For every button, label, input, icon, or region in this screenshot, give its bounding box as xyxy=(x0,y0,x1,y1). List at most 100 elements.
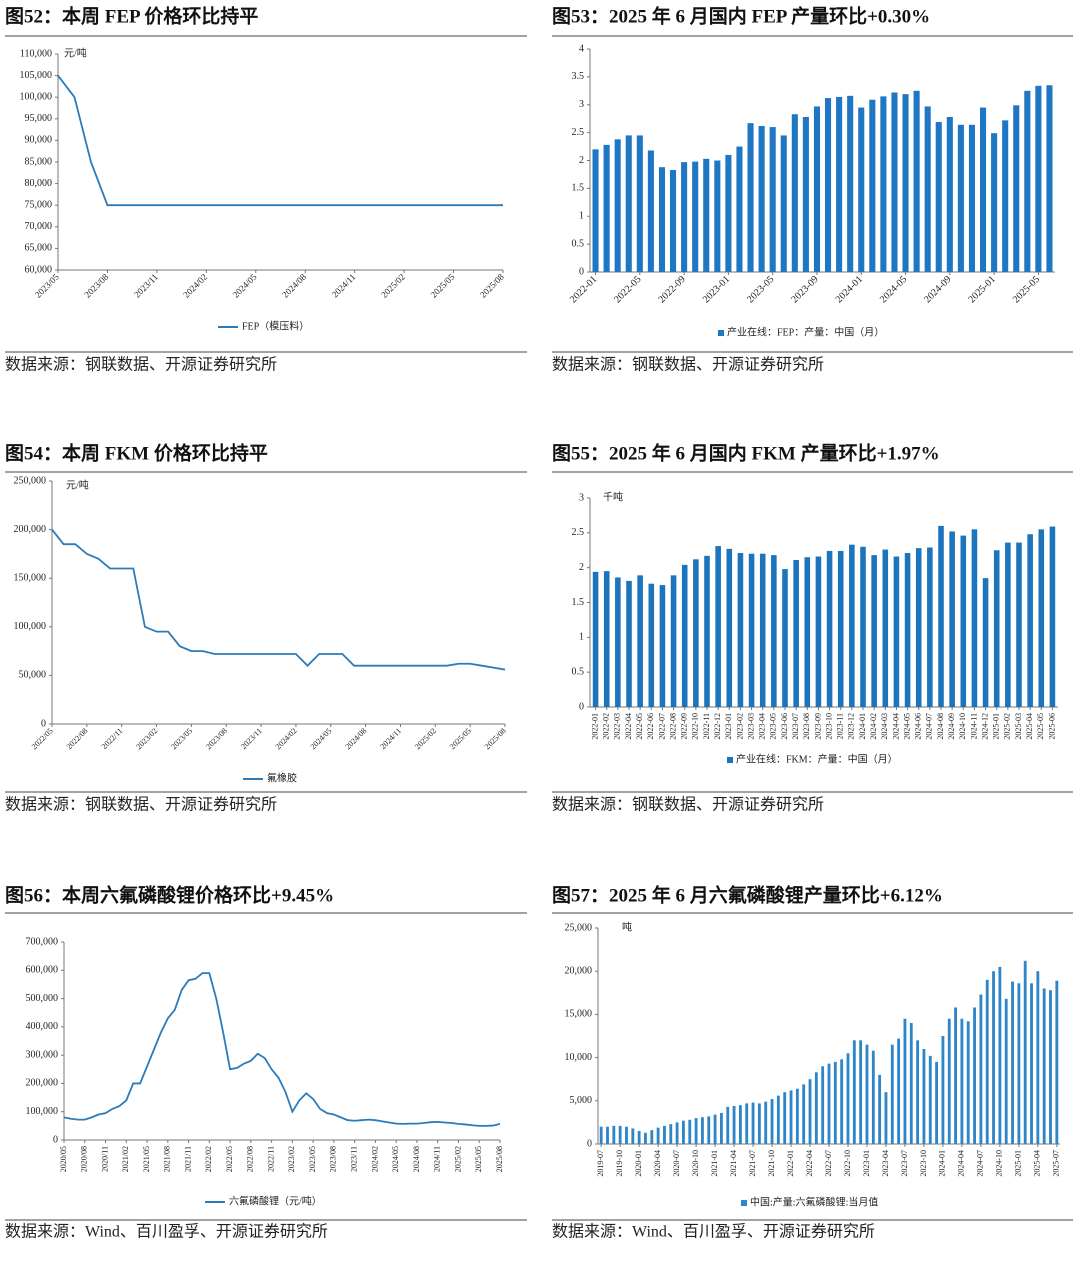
bar xyxy=(771,555,777,707)
x-tick-label: 2023-08 xyxy=(802,713,811,740)
bar xyxy=(1049,990,1052,1144)
x-tick-label: 2023/05 xyxy=(308,1146,317,1172)
y-tick-label: 90,000 xyxy=(25,135,53,146)
x-tick-label: 2025/08 xyxy=(495,1146,504,1172)
y-unit: 元/吨 xyxy=(66,478,89,491)
x-tick-label: 2024-01 xyxy=(834,274,865,305)
bar xyxy=(916,1040,920,1144)
y-tick-label: 150,000 xyxy=(14,572,47,583)
x-tick-label: 2024/08 xyxy=(343,726,368,751)
x-tick-label: 2025/02 xyxy=(453,1146,462,1172)
bar xyxy=(847,95,854,272)
x-tick-label: 2020-01 xyxy=(634,1150,643,1177)
bar xyxy=(614,139,621,272)
bar xyxy=(1030,983,1033,1144)
x-tick-label: 2024/02 xyxy=(370,1146,379,1172)
bar xyxy=(824,98,832,272)
y-tick-label: 0 xyxy=(41,718,46,729)
x-tick-label: 2022-10 xyxy=(691,713,700,740)
bar xyxy=(966,1021,970,1144)
x-tick-label: 2023-09 xyxy=(813,713,822,740)
x-tick-label: 2023-01 xyxy=(862,1150,871,1177)
bar xyxy=(707,1116,711,1144)
figure-title: 图55：2025 年 6 月国内 FKM 产量环比+1.97% xyxy=(552,441,940,464)
x-tick-label: 2023-04 xyxy=(881,1150,890,1177)
legend-swatch xyxy=(718,330,724,336)
bar xyxy=(681,564,688,707)
bar xyxy=(979,994,983,1144)
x-tick-label: 2025/05 xyxy=(448,726,473,751)
bar xyxy=(913,90,920,272)
bar xyxy=(960,1018,964,1144)
bar xyxy=(1024,90,1031,272)
legend-label: 氟橡胶 xyxy=(267,771,297,784)
bar xyxy=(993,550,1000,707)
legend-label: 产业在线：FEP：产量：中国（月） xyxy=(727,325,884,338)
y-unit: 千吨 xyxy=(603,490,623,503)
x-tick-label: 2025-01 xyxy=(1014,1150,1023,1177)
x-tick-label: 2025-03 xyxy=(1014,713,1023,740)
bar xyxy=(938,525,944,707)
bar xyxy=(992,971,995,1144)
bar xyxy=(637,575,643,707)
bar xyxy=(904,553,911,707)
y-tick-label: 0 xyxy=(579,701,584,712)
x-tick-label: 2023-09 xyxy=(789,274,820,305)
y-tick-label: 1 xyxy=(579,632,584,643)
bar xyxy=(826,550,833,707)
line-series xyxy=(63,972,501,1127)
x-tick-label: 2024-07 xyxy=(925,713,934,740)
figure-source: 数据来源：钢联数据、开源证券研究所 xyxy=(552,356,824,374)
bar xyxy=(849,544,855,707)
y-tick-label: 105,000 xyxy=(20,70,53,81)
x-tick-label: 2024-09 xyxy=(922,274,953,305)
bar xyxy=(878,1074,882,1144)
y-tick-label: 25,000 xyxy=(565,922,593,933)
bar xyxy=(915,548,922,707)
x-tick-label: 2024-04 xyxy=(891,713,900,740)
bar xyxy=(902,94,909,272)
bar xyxy=(713,1114,717,1144)
y-tick-label: 20,000 xyxy=(565,965,593,976)
x-tick-label: 2025-04 xyxy=(1025,713,1034,740)
x-tick-label: 2022-10 xyxy=(843,1150,852,1177)
x-tick-label: 2023-10 xyxy=(824,713,833,740)
bar xyxy=(924,106,931,272)
x-tick-label: 2021-10 xyxy=(767,1150,776,1177)
bar xyxy=(1049,526,1056,707)
bar xyxy=(681,162,688,272)
bar xyxy=(747,123,754,273)
x-tick-label: 2025/08 xyxy=(478,271,506,299)
y-unit: 吨 xyxy=(622,920,632,933)
bar xyxy=(890,1044,894,1144)
bar xyxy=(903,1018,907,1144)
bar xyxy=(644,1132,647,1144)
x-tick-label: 2023/11 xyxy=(349,1146,358,1172)
bar xyxy=(982,578,989,707)
bar xyxy=(714,160,721,272)
x-tick-label: 2023/08 xyxy=(329,1146,338,1172)
x-tick-label: 2024/02 xyxy=(274,726,299,751)
bar xyxy=(636,135,643,272)
bar xyxy=(833,1061,837,1144)
bar xyxy=(625,1126,628,1144)
bar xyxy=(821,1066,825,1144)
x-tick-label: 2022-05 xyxy=(612,274,643,305)
x-tick-label: 2024/05 xyxy=(231,271,259,299)
bar xyxy=(745,1103,749,1144)
bar xyxy=(656,1127,660,1144)
y-tick-label: 85,000 xyxy=(25,156,53,167)
y-tick-label: 15,000 xyxy=(565,1009,593,1020)
bar xyxy=(846,1053,850,1144)
y-tick-label: 100,000 xyxy=(20,91,53,102)
bar xyxy=(897,1038,901,1144)
figure-source: 数据来源：Wind、百川盈孚、开源证券研究所 xyxy=(5,1223,328,1241)
bar xyxy=(1055,980,1059,1144)
x-tick-label: 2025/08 xyxy=(483,726,508,751)
y-tick-label: 1.5 xyxy=(572,597,585,608)
x-tick-label: 2021-04 xyxy=(729,1150,738,1177)
x-tick-label: 2022-01 xyxy=(590,713,599,740)
bar xyxy=(782,569,788,707)
legend-swatch xyxy=(741,1200,747,1206)
x-tick-label: 2024-03 xyxy=(880,713,889,740)
